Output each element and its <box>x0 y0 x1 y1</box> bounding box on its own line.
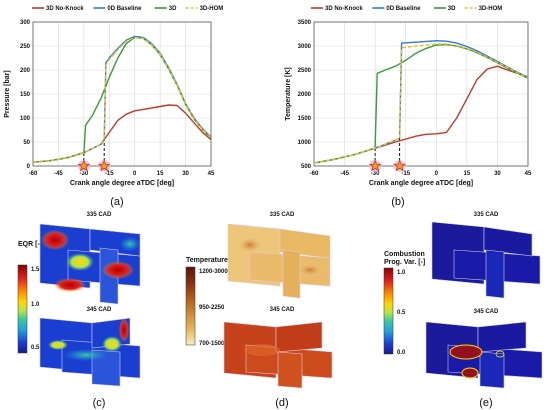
temp-tick-high: 1200-3000 <box>199 269 228 275</box>
temperature-x-tick-label: 45 <box>525 171 532 177</box>
pressure-x-tick-label: -30 <box>80 171 89 177</box>
eqr-colorbar-title: EQR [-] <box>18 241 42 248</box>
cpv-slice-335 <box>431 221 541 299</box>
temperature-series-3d <box>313 43 529 164</box>
pressure-legend-label: 3D-HOM <box>200 6 224 12</box>
temperature-x-tick-label: -60 <box>310 171 319 177</box>
pressure-y-tick-label: 250 <box>20 44 31 50</box>
temp-snapshot-label-2: 345 CAD <box>270 307 295 313</box>
temperature-x-tick-label: -30 <box>371 171 380 177</box>
eqr-snapshot-label-2: 345 CAD <box>87 307 112 313</box>
cpv-colorbar-title-line1: Combustion <box>384 251 425 258</box>
pressure-y-tick-label: 0 <box>27 164 31 170</box>
progress-variable-panel: Combustion Prog. Var. [-] 1.0 0.5 0.0 33… <box>383 212 543 389</box>
temp-slice-335 <box>227 223 331 299</box>
eqr-slice-345 <box>39 317 141 387</box>
temperature-x-tick-label: 30 <box>494 171 501 177</box>
pressure-series-0d-baseline <box>32 35 212 163</box>
pressure-series-3d-hom <box>32 36 212 163</box>
cpv-snapshot-label-2: 345 CAD <box>474 309 499 315</box>
pressure-series-3d-no-knock <box>32 104 212 163</box>
cpv-slice-345 <box>425 321 543 389</box>
pressure-legend-label: 3D No-Knock <box>46 6 84 12</box>
pressure-x-tick-label: 45 <box>208 171 215 177</box>
pressure-plot-frame <box>32 21 212 167</box>
temp-colorbar <box>185 266 196 346</box>
pressure-x-tick-label: -45 <box>54 171 63 177</box>
panel-label-e: (e) <box>479 397 492 409</box>
pressure-y-tick-label: 300 <box>20 20 31 26</box>
temperature-x-tick-label: -15 <box>401 171 410 177</box>
cpv-tick-mid: 0.5 <box>397 310 406 316</box>
temperature-chart: -60 -45 -30 -15 0 15 30 45 500 1000 1500 2000 2500 30… <box>285 6 532 187</box>
temp-tick-low: 700-1500 <box>199 341 225 347</box>
pressure-y-tick-label: 200 <box>20 68 31 74</box>
temperature-plot-frame <box>313 21 529 167</box>
temp-slice-345 <box>223 321 333 389</box>
temperature-star-marker <box>393 159 406 172</box>
temperature-y-tick-label: 2000 <box>298 92 312 98</box>
pressure-x-tick-label: -15 <box>105 171 114 177</box>
temp-colorbar-title: Temperature [K] <box>186 257 240 264</box>
eqr-tick-low: 0.5 <box>31 345 40 351</box>
pressure-y-tick-label: 150 <box>20 92 31 98</box>
temperature-y-axis-label: Temperature [K] <box>285 67 292 121</box>
temperature-y-tick-label: 3500 <box>298 20 312 26</box>
panel-label-d: (d) <box>275 397 288 409</box>
pressure-legend-label: 0D Baseline <box>107 6 142 12</box>
temperature-legend-label: 3D <box>448 6 456 12</box>
temperature-y-tick-label: 1500 <box>298 116 312 122</box>
temperature-field-panel: Temperature [K] 1200-3000 950-2250 700-1… <box>185 212 333 389</box>
pressure-star-marker <box>97 159 111 172</box>
temperature-y-tick-label: 1000 <box>298 140 312 146</box>
pressure-chart: -60 -45 -30 -15 0 15 30 45 0 50 100 150 200 250 300 Cra… <box>4 6 223 187</box>
temperature-x-tick-label: -45 <box>340 171 349 177</box>
temperature-x-axis-label: Crank angle degree aTDC [deg] <box>369 180 473 187</box>
cpv-colorbar <box>383 267 394 355</box>
panel-label-b: (b) <box>391 196 404 208</box>
cpv-colorbar-title-line2: Prog. Var. [-] <box>384 259 425 266</box>
temperature-legend-label: 0D Baseline <box>386 6 421 12</box>
eqr-colorbar <box>17 264 28 354</box>
eqr-panel: EQR [-] 1.5 1.0 0.5 335 CAD 345 CAD <box>17 212 141 387</box>
cpv-snapshot-label-1: 335 CAD <box>474 212 499 218</box>
temp-snapshot-label-1: 335 CAD <box>270 212 295 218</box>
temperature-y-tick-label: 2500 <box>298 68 312 74</box>
panel-label-a: (a) <box>110 196 123 208</box>
temperature-x-tick-label: 0 <box>435 171 439 177</box>
temperature-legend-label: 3D No-Knock <box>325 6 363 12</box>
temperature-series-3d-no-knock <box>313 65 529 164</box>
temperature-x-tick-label: 15 <box>464 171 471 177</box>
temperature-series-3d-hom <box>313 43 529 164</box>
eqr-tick-high: 1.5 <box>31 267 40 273</box>
temperature-legend-label: 3D-HOM <box>479 6 503 12</box>
temperature-y-tick-label: 3000 <box>298 44 312 50</box>
temperature-y-tick-label: 500 <box>301 164 312 170</box>
temperature-star-marker <box>368 159 382 172</box>
pressure-y-axis-label: Pressure [bar] <box>4 70 11 117</box>
pressure-x-axis-label: Crank angle degree aTDC [deg] <box>70 180 174 187</box>
pressure-x-tick-label: 0 <box>133 171 137 177</box>
pressure-x-tick-label: 30 <box>182 171 189 177</box>
pressure-x-tick-label: -60 <box>29 171 38 177</box>
pressure-x-tick-label: 15 <box>157 171 164 177</box>
pressure-y-tick-label: 50 <box>23 140 30 146</box>
pressure-legend-label: 3D <box>169 6 177 12</box>
pressure-y-tick-label: 100 <box>20 116 31 122</box>
eqr-snapshot-label-1: 335 CAD <box>87 212 112 218</box>
eqr-slice-335 <box>39 223 141 305</box>
cpv-tick-high: 1.0 <box>397 270 406 276</box>
temp-tick-mid: 950-2250 <box>199 305 225 311</box>
temperature-series-0d-baseline <box>313 40 529 164</box>
pressure-star-marker <box>77 159 91 172</box>
cpv-tick-low: 0.0 <box>397 350 406 356</box>
eqr-tick-mid: 1.0 <box>31 302 40 308</box>
panel-label-c: (c) <box>93 397 106 409</box>
